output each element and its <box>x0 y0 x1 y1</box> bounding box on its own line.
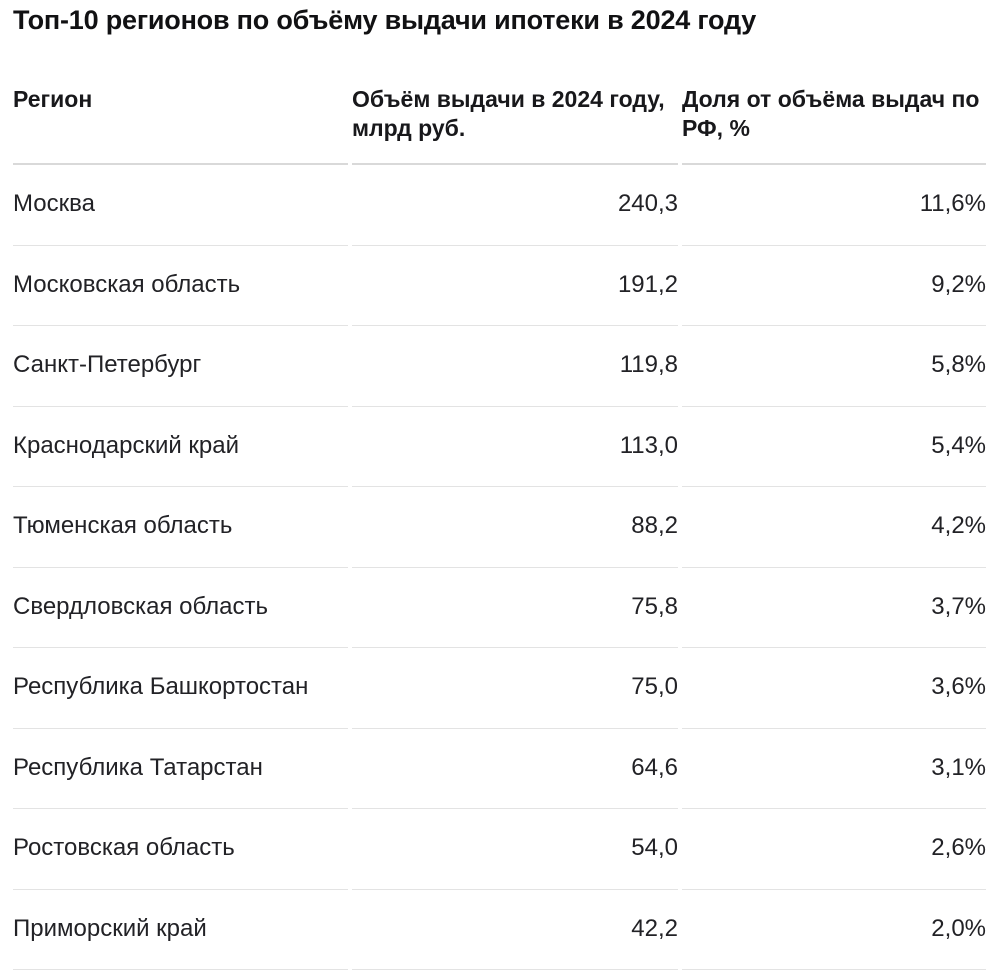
region-cell: Краснодарский край <box>13 407 348 488</box>
share-cell: 3,1% <box>682 729 986 810</box>
region-cell: Санкт-Петербург <box>13 326 348 407</box>
share-cell: 3,6% <box>682 648 986 729</box>
volume-cell: 240,3 <box>352 165 678 246</box>
volume-cell: 88,2 <box>352 487 678 568</box>
region-cell: Тюменская область <box>13 487 348 568</box>
mortgage-top10-table: Регион Объём выдачи в 2024 году, млрд ру… <box>13 85 987 970</box>
page-title: Топ-10 регионов по объёму выдачи ипотеки… <box>13 4 987 37</box>
column-header-share: Доля от объёма выдач по РФ, % <box>682 85 986 165</box>
share-cell: 5,8% <box>682 326 986 407</box>
region-cell: Москва <box>13 165 348 246</box>
volume-cell: 75,0 <box>352 648 678 729</box>
region-cell: Свердловская область <box>13 568 348 649</box>
volume-cell: 64,6 <box>352 729 678 810</box>
column-header-volume: Объём выдачи в 2024 году, млрд руб. <box>352 85 678 165</box>
region-cell: Московская область <box>13 246 348 327</box>
region-cell: Республика Татарстан <box>13 729 348 810</box>
share-cell: 2,6% <box>682 809 986 890</box>
share-cell: 9,2% <box>682 246 986 327</box>
region-cell: Ростовская область <box>13 809 348 890</box>
share-cell: 2,0% <box>682 890 986 970</box>
volume-cell: 42,2 <box>352 890 678 970</box>
share-cell: 11,6% <box>682 165 986 246</box>
share-cell: 5,4% <box>682 407 986 488</box>
volume-cell: 191,2 <box>352 246 678 327</box>
column-header-region: Регион <box>13 85 348 165</box>
volume-cell: 119,8 <box>352 326 678 407</box>
volume-cell: 75,8 <box>352 568 678 649</box>
share-cell: 3,7% <box>682 568 986 649</box>
volume-cell: 113,0 <box>352 407 678 488</box>
region-cell: Республика Башкортостан <box>13 648 348 729</box>
share-cell: 4,2% <box>682 487 986 568</box>
region-cell: Приморский край <box>13 890 348 970</box>
volume-cell: 54,0 <box>352 809 678 890</box>
